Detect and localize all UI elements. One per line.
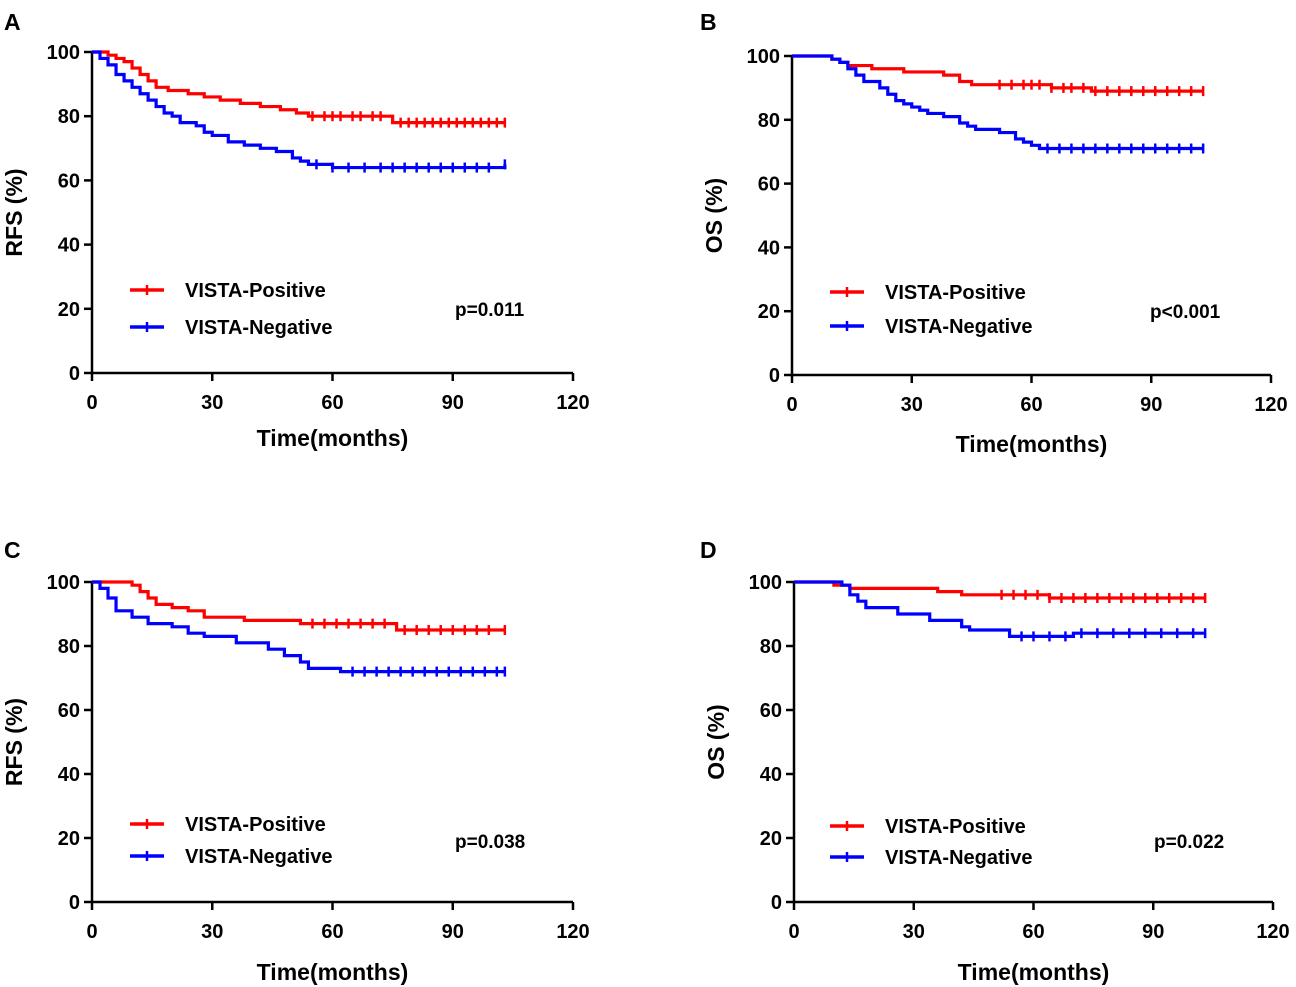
panel-d-x-tick-label: 90 bbox=[1142, 921, 1164, 943]
panel-b-y-tick-label: 40 bbox=[758, 237, 780, 259]
panel-b-x-axis-title: Time(months) bbox=[956, 431, 1108, 457]
panel-d-y-tick-label: 60 bbox=[760, 700, 782, 722]
panel-d-y-tick-label: 80 bbox=[760, 636, 782, 658]
panel-a-p-value: p=0.011 bbox=[455, 300, 525, 321]
panel-c-x-tick-label: 120 bbox=[556, 921, 589, 943]
panel-a-letter: A bbox=[4, 9, 21, 35]
panel-a-x-tick-label: 120 bbox=[556, 392, 589, 414]
panel-c: C 0 20 40 60 80 100 0 30 60 90 120 Time(months) RFS (… bbox=[1, 537, 590, 985]
panel-b-y-tick-label: 60 bbox=[758, 174, 780, 196]
panel-c-y-tick-label: 60 bbox=[58, 700, 80, 722]
panel-c-x-tick-label: 90 bbox=[442, 921, 464, 943]
panel-a: A 0 20 40 60 80 100 0 30 60 90 120 Time(months) RFS (… bbox=[1, 9, 590, 451]
panel-c-curve bbox=[92, 580, 505, 632]
panel-a-series-positive bbox=[92, 50, 507, 128]
panel-c-letter: C bbox=[4, 537, 21, 563]
panel-a-legend-label: VISTA-Positive bbox=[185, 280, 326, 302]
panel-b-curve bbox=[792, 54, 1204, 93]
panel-d-x-tick-label: 60 bbox=[1022, 921, 1044, 943]
panel-c-y-tick-label: 40 bbox=[58, 764, 80, 786]
panel-a-y-tick-label: 20 bbox=[58, 299, 80, 321]
panel-c-legend-entry: VISTA-Negative bbox=[130, 846, 332, 868]
panel-c-series-negative bbox=[92, 580, 507, 677]
panel-a-series-negative bbox=[92, 50, 507, 173]
panel-d-series-positive bbox=[794, 580, 1207, 603]
panel-b-legend-label: VISTA-Negative bbox=[885, 316, 1032, 338]
panel-d-x-tick-label: 0 bbox=[788, 921, 799, 943]
panel-d-y-tick-label: 20 bbox=[760, 828, 782, 850]
panel-a-legend-entry: VISTA-Negative bbox=[130, 317, 332, 339]
panel-c-legend-label: VISTA-Positive bbox=[185, 814, 326, 836]
panel-d-y-axis-title: OS (%) bbox=[703, 704, 729, 779]
panel-d-x-tick-label: 120 bbox=[1256, 921, 1289, 943]
panel-b-x-tick-label: 90 bbox=[1140, 394, 1162, 416]
panel-a-curve bbox=[92, 50, 505, 125]
panel-c-legend-entry: VISTA-Positive bbox=[130, 814, 326, 836]
panel-b-p-value: p<0.001 bbox=[1150, 302, 1221, 323]
panel-d-p-value: p=0.022 bbox=[1154, 832, 1224, 853]
panel-b: B 0 20 40 60 80 100 0 30 60 90 120 Time(months) OS (%… bbox=[700, 9, 1288, 457]
panel-d-y-tick-label: 0 bbox=[771, 892, 782, 914]
panel-a-legend-label: VISTA-Negative bbox=[185, 317, 332, 339]
panel-a-x-tick-label: 30 bbox=[201, 392, 223, 414]
panel-d-y-tick-label: 40 bbox=[760, 764, 782, 786]
panel-a-x-axis-title: Time(months) bbox=[257, 425, 409, 451]
panel-b-curve bbox=[792, 54, 1204, 151]
panel-a-y-tick-label: 100 bbox=[47, 42, 80, 64]
panel-d-letter: D bbox=[700, 537, 717, 563]
panel-b-y-tick-label: 0 bbox=[769, 365, 780, 387]
panel-b-x-tick-label: 0 bbox=[786, 394, 797, 416]
panel-a-x-tick-label: 60 bbox=[321, 392, 343, 414]
panel-b-x-tick-label: 30 bbox=[901, 394, 923, 416]
panel-d-legend-label: VISTA-Negative bbox=[885, 847, 1032, 869]
panel-b-legend-entry: VISTA-Negative bbox=[830, 316, 1032, 338]
panel-d-x-tick-label: 30 bbox=[903, 921, 925, 943]
panel-b-series-positive bbox=[792, 54, 1205, 97]
panel-b-x-tick-label: 60 bbox=[1020, 394, 1042, 416]
panel-d-curve bbox=[794, 580, 1206, 600]
panel-c-legend-label: VISTA-Negative bbox=[185, 846, 332, 868]
panel-b-y-tick-label: 20 bbox=[758, 301, 780, 323]
panel-d-legend-entry: VISTA-Positive bbox=[830, 816, 1026, 838]
panel-b-y-tick-label: 100 bbox=[747, 46, 780, 68]
panel-d-curve bbox=[794, 580, 1206, 638]
panel-b-y-axis-title: OS (%) bbox=[701, 178, 727, 253]
panel-c-p-value: p=0.038 bbox=[455, 832, 525, 853]
panel-c-x-tick-label: 30 bbox=[201, 921, 223, 943]
panel-d-legend-label: VISTA-Positive bbox=[885, 816, 1026, 838]
panel-b-x-tick-label: 120 bbox=[1254, 394, 1287, 416]
panel-a-y-tick-label: 40 bbox=[58, 235, 80, 257]
panel-c-y-tick-label: 20 bbox=[58, 828, 80, 850]
panel-a-x-tick-label: 0 bbox=[86, 392, 97, 414]
panel-d-series-negative bbox=[794, 580, 1207, 642]
panel-c-x-tick-label: 0 bbox=[86, 921, 97, 943]
panel-c-y-axis-title: RFS (%) bbox=[1, 698, 27, 786]
panel-b-legend-label: VISTA-Positive bbox=[885, 282, 1026, 304]
panel-d-y-tick-label: 100 bbox=[749, 572, 782, 594]
panel-c-y-tick-label: 100 bbox=[47, 572, 80, 594]
panel-d-legend-entry: VISTA-Negative bbox=[830, 847, 1032, 869]
panel-c-curve bbox=[92, 580, 505, 674]
panel-a-y-tick-label: 80 bbox=[58, 106, 80, 128]
panel-a-y-tick-label: 60 bbox=[58, 170, 80, 192]
panel-c-series-positive bbox=[92, 580, 507, 635]
panel-c-x-axis-title: Time(months) bbox=[257, 959, 409, 985]
panel-b-series-negative bbox=[792, 54, 1205, 154]
panel-b-y-tick-label: 80 bbox=[758, 110, 780, 132]
panel-c-x-tick-label: 60 bbox=[321, 921, 343, 943]
panel-c-y-tick-label: 80 bbox=[58, 636, 80, 658]
panel-a-y-axis-title: RFS (%) bbox=[1, 168, 27, 256]
panel-b-letter: B bbox=[700, 9, 717, 35]
panel-a-x-tick-label: 90 bbox=[442, 392, 464, 414]
panel-c-y-tick-label: 0 bbox=[69, 892, 80, 914]
panel-d-x-axis-title: Time(months) bbox=[958, 959, 1110, 985]
panel-b-legend-entry: VISTA-Positive bbox=[830, 282, 1026, 304]
panel-a-legend-entry: VISTA-Positive bbox=[130, 280, 326, 302]
panel-a-y-tick-label: 0 bbox=[69, 363, 80, 385]
panel-d: D 0 20 40 60 80 100 0 30 60 90 120 Time(months) OS (%… bbox=[700, 537, 1290, 985]
panel-a-curve bbox=[92, 50, 507, 170]
